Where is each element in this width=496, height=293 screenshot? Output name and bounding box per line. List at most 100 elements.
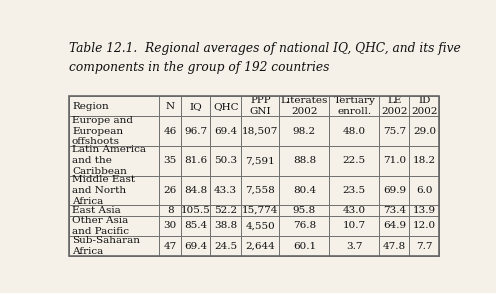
Bar [159, 146, 182, 176]
Text: 105.5: 105.5 [181, 206, 211, 215]
Text: ID
2002: ID 2002 [411, 96, 437, 116]
Text: 81.6: 81.6 [184, 156, 207, 165]
Bar [242, 146, 279, 176]
Text: 60.1: 60.1 [293, 242, 316, 251]
Text: 71.0: 71.0 [383, 156, 406, 165]
Text: 15,774: 15,774 [242, 206, 279, 215]
Bar [409, 146, 439, 176]
Bar [210, 146, 242, 176]
Bar [210, 96, 242, 116]
Text: 69.9: 69.9 [383, 186, 406, 195]
Bar [329, 96, 379, 116]
Bar [159, 236, 182, 256]
Bar [242, 236, 279, 256]
Bar [182, 205, 210, 216]
Bar [159, 216, 182, 236]
Bar [182, 236, 210, 256]
Bar [279, 216, 329, 236]
Text: 80.4: 80.4 [293, 186, 316, 195]
Text: 88.8: 88.8 [293, 156, 316, 165]
Text: 22.5: 22.5 [343, 156, 366, 165]
Bar [379, 236, 409, 256]
Text: 47: 47 [164, 242, 177, 251]
Bar [159, 205, 182, 216]
Text: components in the group of 192 countries: components in the group of 192 countries [69, 61, 329, 74]
Bar [69, 236, 159, 256]
Bar [159, 116, 182, 146]
Text: N: N [166, 102, 175, 111]
Bar [279, 116, 329, 146]
Text: 29.0: 29.0 [413, 127, 436, 136]
Text: 69.4: 69.4 [184, 242, 207, 251]
Bar [329, 216, 379, 236]
Bar [379, 205, 409, 216]
Text: 69.4: 69.4 [214, 127, 237, 136]
Bar [409, 176, 439, 205]
Text: 96.7: 96.7 [184, 127, 207, 136]
Text: 46: 46 [164, 127, 177, 136]
Text: 85.4: 85.4 [184, 222, 207, 231]
Bar [409, 96, 439, 116]
Bar [182, 146, 210, 176]
Bar [159, 96, 182, 116]
Text: Other Asia
and Pacific: Other Asia and Pacific [72, 216, 129, 236]
Bar [409, 236, 439, 256]
Bar [69, 205, 159, 216]
Bar [242, 216, 279, 236]
Bar [159, 176, 182, 205]
Text: 8: 8 [167, 206, 174, 215]
Bar [69, 146, 159, 176]
Bar [279, 176, 329, 205]
Bar [242, 205, 279, 216]
Bar [242, 96, 279, 116]
Text: LE
2002: LE 2002 [381, 96, 408, 116]
Text: 43.0: 43.0 [343, 206, 366, 215]
Text: Literates
2002: Literates 2002 [281, 96, 328, 116]
Text: 18.2: 18.2 [413, 156, 436, 165]
Bar [69, 116, 159, 146]
Bar [279, 146, 329, 176]
Bar [329, 205, 379, 216]
Text: 76.8: 76.8 [293, 222, 316, 231]
Bar [379, 146, 409, 176]
Bar [242, 176, 279, 205]
Text: IQ: IQ [189, 102, 202, 111]
Text: 43.3: 43.3 [214, 186, 237, 195]
Text: 18,507: 18,507 [242, 127, 279, 136]
Bar [182, 216, 210, 236]
Bar [329, 176, 379, 205]
Text: 64.9: 64.9 [383, 222, 406, 231]
Text: Europe and
European
offshoots: Europe and European offshoots [72, 116, 133, 146]
Text: 4,550: 4,550 [246, 222, 275, 231]
Bar [379, 216, 409, 236]
Text: 35: 35 [164, 156, 177, 165]
Bar [379, 116, 409, 146]
Bar [69, 96, 439, 256]
Bar [329, 146, 379, 176]
Text: 75.7: 75.7 [383, 127, 406, 136]
Bar [210, 176, 242, 205]
Text: 50.3: 50.3 [214, 156, 237, 165]
Bar [182, 96, 210, 116]
Text: 7,558: 7,558 [246, 186, 275, 195]
Bar [329, 236, 379, 256]
Text: 52.2: 52.2 [214, 206, 237, 215]
Text: 73.4: 73.4 [383, 206, 406, 215]
Text: 95.8: 95.8 [293, 206, 316, 215]
Text: Middle East
and North
Africa: Middle East and North Africa [72, 175, 135, 206]
Text: Tertiary
enroll.: Tertiary enroll. [333, 96, 375, 116]
Bar [210, 216, 242, 236]
Bar [409, 116, 439, 146]
Text: Table 12.1.  Regional averages of national IQ, QHC, and its five: Table 12.1. Regional averages of nationa… [69, 42, 461, 55]
Text: Latin America
and the
Caribbean: Latin America and the Caribbean [72, 145, 146, 176]
Bar [279, 236, 329, 256]
Text: 2,644: 2,644 [246, 242, 275, 251]
Bar [182, 176, 210, 205]
Text: 3.7: 3.7 [346, 242, 363, 251]
Text: QHC: QHC [213, 102, 239, 111]
Text: 47.8: 47.8 [383, 242, 406, 251]
Bar [409, 216, 439, 236]
Bar [279, 205, 329, 216]
Bar [69, 216, 159, 236]
Bar [242, 116, 279, 146]
